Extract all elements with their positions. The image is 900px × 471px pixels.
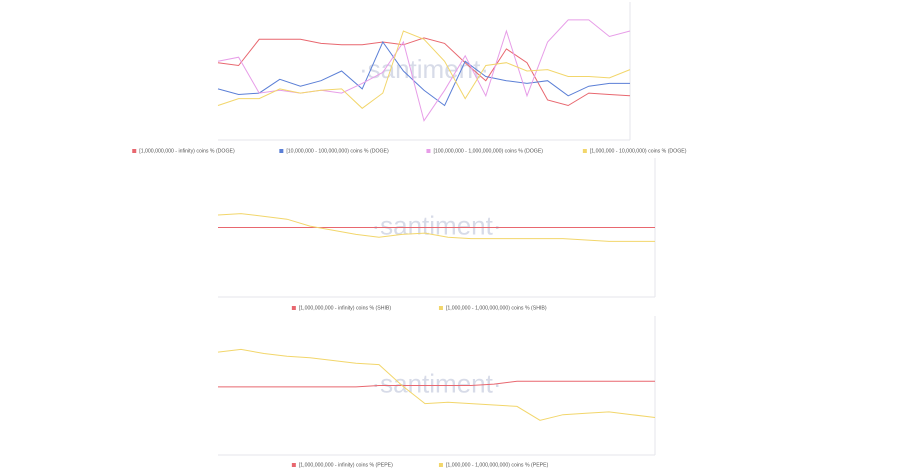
legend-label: [1,000,000,000 - infinity) coins % (PEPE…: [299, 462, 393, 468]
watermark: ·santiment·: [359, 54, 489, 84]
series-line: [217, 213, 655, 242]
legend-label: [100,000,000 - 1,000,000,000) coins % (D…: [433, 148, 543, 154]
legend-label: [1,000,000 - 1,000,000,000) coins % (SHI…: [446, 305, 547, 311]
legend-label: [1,000,000 - 10,000,000) coins % (DOGE): [590, 148, 687, 154]
series-line: [217, 30, 631, 109]
legend-swatch: [582, 149, 587, 153]
legend-swatch: [291, 463, 296, 467]
legend-label: [1,000,000 - 1,000,000,000) coins % (PEP…: [446, 462, 549, 468]
series-line: [217, 348, 656, 421]
series-line: [218, 380, 655, 388]
legend-swatch: [291, 306, 296, 310]
legend-label: [10,000,000 - 100,000,000) coins % (DOGE…: [286, 148, 389, 154]
legend-label: [1,000,000,000 - infinity) coins % (DOGE…: [139, 148, 235, 154]
legend-swatch: [426, 149, 431, 153]
legend-swatch: [438, 306, 443, 310]
watermark: ·santiment·: [371, 368, 501, 398]
legend-swatch: [438, 463, 443, 467]
series-line: [217, 40, 630, 107]
series-line: [217, 37, 631, 107]
series-line: [217, 19, 631, 122]
legend-swatch: [132, 149, 137, 153]
legend-label: [1,000,000,000 - infinity) coins % (SHIB…: [299, 305, 392, 311]
legend-swatch: [279, 149, 284, 153]
